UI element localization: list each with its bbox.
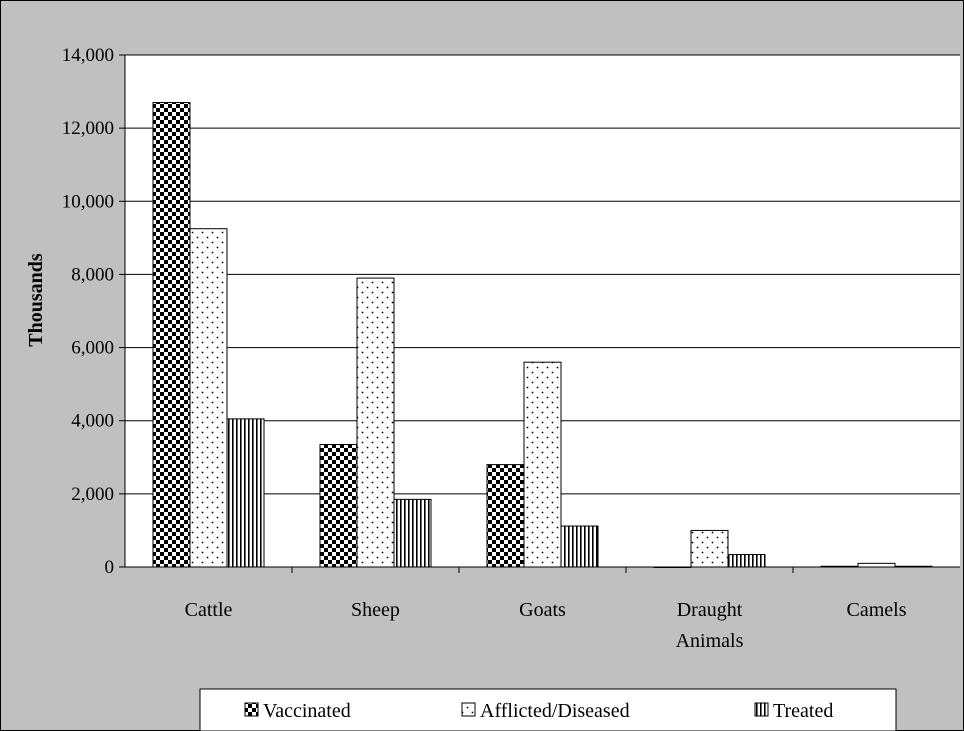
- y-axis-label: Thousands: [25, 253, 47, 347]
- bar-treated-sheep: [393, 498, 432, 568]
- x-category-label: Animals: [676, 630, 744, 652]
- x-category-label: Draught: [677, 599, 743, 621]
- bar-vaccinated-sheep: [319, 443, 358, 568]
- x-category-label: Cattle: [185, 599, 233, 621]
- bar-afflicted-diseased-camels: [857, 562, 896, 568]
- y-tick-label: 0: [105, 557, 115, 578]
- legend: Vaccinated Afflicted/Diseased Treated: [199, 688, 897, 731]
- y-tick-label: 2,000: [71, 484, 114, 505]
- legend-box: [199, 688, 897, 731]
- legend-entry-label: Vaccinated: [263, 700, 351, 722]
- bar-vaccinated-cattle: [152, 102, 191, 568]
- bar-vaccinated-goats: [486, 464, 525, 568]
- bar-treated-draught-animals: [727, 554, 766, 568]
- legend-swatch: [754, 702, 769, 717]
- x-category-label: Camels: [847, 599, 907, 621]
- y-tick-label: 6,000: [71, 338, 114, 359]
- y-tick-label: 14,000: [62, 45, 114, 66]
- legend-swatch: [244, 702, 259, 717]
- bar-afflicted-diseased-sheep: [356, 277, 395, 568]
- bar-afflicted-diseased-cattle: [189, 228, 228, 568]
- bar-afflicted-diseased-draught-animals: [690, 529, 729, 568]
- x-category-label: Sheep: [351, 599, 400, 621]
- legend-swatch: [461, 702, 476, 717]
- legend-entry-label: Treated: [773, 700, 833, 722]
- x-category-labels: Cattle Sheep Goats Draught Animals Camels: [185, 599, 907, 652]
- axes: [119, 54, 960, 573]
- legend-entry-label: Afflicted/Diseased: [480, 700, 630, 722]
- bar-treated-goats: [560, 525, 599, 568]
- x-category-label: Goats: [519, 599, 566, 621]
- y-tick-label: 10,000: [62, 191, 114, 212]
- bar-treated-cattle: [226, 418, 265, 568]
- y-tick-labels: 0 2,000 4,000 6,000 8,000 10,000 12,000 14,000: [62, 45, 114, 578]
- bar-afflicted-diseased-goats: [523, 361, 562, 568]
- y-tick-label: 8,000: [71, 264, 114, 285]
- y-tick-label: 12,000: [62, 118, 114, 139]
- y-tick-label: 4,000: [71, 411, 114, 432]
